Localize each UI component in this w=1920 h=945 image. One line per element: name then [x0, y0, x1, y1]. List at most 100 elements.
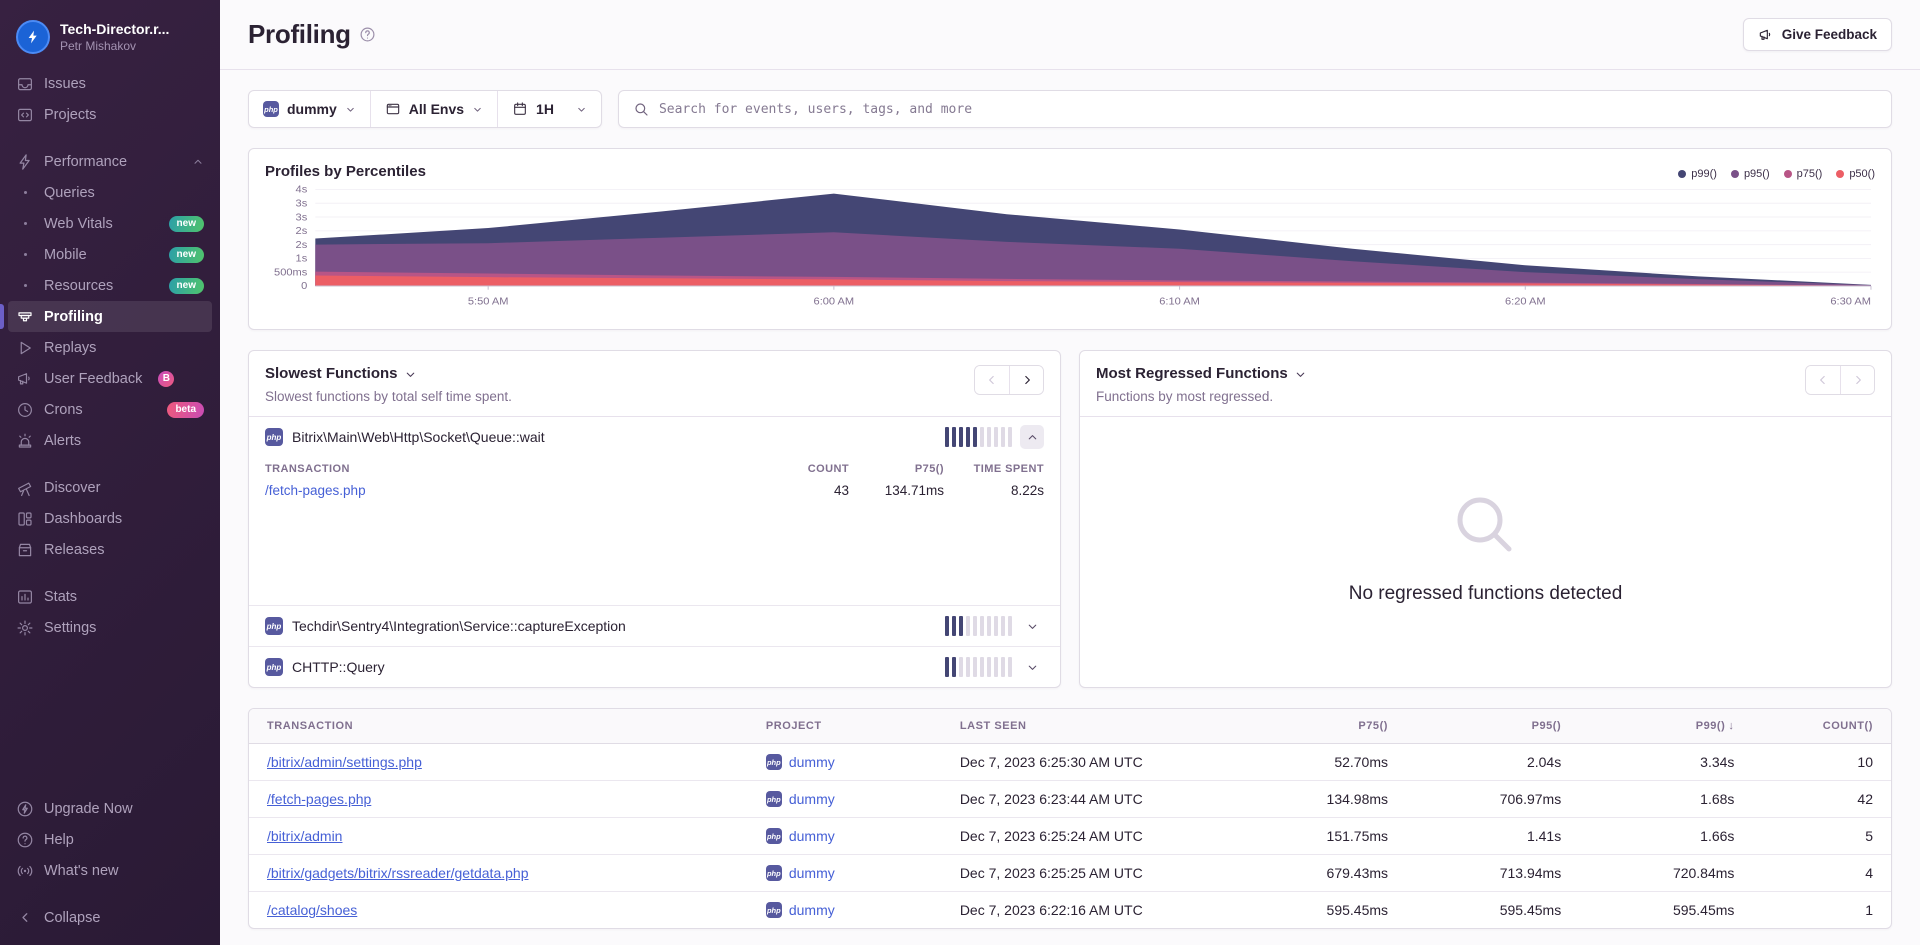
- php-icon: php: [265, 428, 283, 446]
- function-name: CHTTP::Query: [292, 659, 385, 675]
- table-column-p95[interactable]: P95(): [1406, 709, 1579, 743]
- projects-icon: [16, 106, 34, 124]
- sidebar-item-web-vitals[interactable]: Web Vitalsnew: [0, 208, 220, 239]
- project-link[interactable]: dummy: [789, 828, 835, 844]
- sidebar-item-alerts[interactable]: Alerts: [0, 425, 220, 456]
- calendar-icon: [512, 101, 528, 117]
- sidebar-item-upgrade-now[interactable]: Upgrade Now: [0, 793, 220, 824]
- chevron-down-icon: [345, 104, 356, 115]
- p75-value: 151.75ms: [1233, 818, 1406, 854]
- project-filter-dropdown[interactable]: php dummy: [249, 91, 370, 127]
- search-input[interactable]: [659, 102, 1877, 117]
- p95-value: 706.97ms: [1406, 781, 1579, 817]
- sidebar-item-label: Resources: [44, 278, 113, 294]
- legend-item-p75[interactable]: p75(): [1784, 168, 1823, 180]
- transaction-link[interactable]: /bitrix/gadgets/bitrix/rssreader/getdata…: [267, 865, 528, 881]
- sidebar-item-discover[interactable]: Discover: [0, 472, 220, 503]
- detail-col-transaction: TRANSACTION: [265, 463, 779, 475]
- expand-function-button[interactable]: [1020, 655, 1044, 679]
- project-link[interactable]: dummy: [789, 902, 835, 918]
- sidebar-item-label: What's new: [44, 863, 119, 879]
- project-link[interactable]: dummy: [789, 754, 835, 770]
- sidebar-item-crons[interactable]: Cronsbeta: [0, 394, 220, 425]
- window-icon: [385, 101, 401, 117]
- lightning-bolt-icon: [25, 29, 41, 45]
- php-icon: php: [766, 828, 782, 844]
- function-row[interactable]: php Bitrix\Main\Web\Http\Socket\Queue::w…: [249, 417, 1060, 457]
- legend-item-p99[interactable]: p99(): [1678, 168, 1717, 180]
- function-row[interactable]: php Techdir\Sentry4\Integration\Service:…: [249, 606, 1060, 646]
- legend-item-p50[interactable]: p50(): [1836, 168, 1875, 180]
- previous-page-button[interactable]: [975, 366, 1009, 394]
- most-regressed-dropdown[interactable]: Most Regressed Functions: [1096, 365, 1307, 382]
- p95-value: 595.45ms: [1406, 892, 1579, 928]
- table-column-p99[interactable]: P99()↓: [1579, 709, 1752, 743]
- user-name: Petr Mishakov: [60, 39, 169, 53]
- help-icon[interactable]: [359, 26, 376, 43]
- sidebar-item-projects[interactable]: Projects: [0, 99, 220, 130]
- sidebar-item-queries[interactable]: Queries: [0, 177, 220, 208]
- sidebar-item-stats[interactable]: Stats: [0, 581, 220, 612]
- percentiles-area-chart[interactable]: 0500ms1s2s2s3s3s4s5:50 AM6:00 AM6:10 AM6…: [265, 182, 1875, 312]
- table-body: /bitrix/admin/settings.php php dummy Dec …: [249, 744, 1891, 928]
- sidebar-item-settings[interactable]: Settings: [0, 612, 220, 643]
- table-column-transaction[interactable]: TRANSACTION: [249, 709, 748, 743]
- function-sparkline: [945, 427, 1013, 447]
- previous-page-button[interactable]: [1806, 366, 1840, 394]
- sidebar-footer: Upgrade NowHelp What's new Collapse: [0, 793, 220, 933]
- expand-function-button[interactable]: [1020, 614, 1044, 638]
- p99-value: 3.34s: [1579, 744, 1752, 780]
- date-range-filter-dropdown[interactable]: 1H: [497, 91, 601, 127]
- sidebar-item-releases[interactable]: Releases: [0, 534, 220, 565]
- new-badge: new: [169, 216, 204, 232]
- transaction-link[interactable]: /bitrix/admin/settings.php: [267, 754, 422, 770]
- p99-value: 595.45ms: [1579, 892, 1752, 928]
- transaction-link[interactable]: /fetch-pages.php: [265, 483, 779, 498]
- org-switcher[interactable]: Tech-Director.r... Petr Mishakov: [0, 10, 220, 68]
- table-column-project[interactable]: PROJECT: [748, 709, 942, 743]
- sidebar-item-dashboards[interactable]: Dashboards: [0, 503, 220, 534]
- functions-row: Slowest Functions Slowest functions by t…: [248, 350, 1892, 688]
- slowest-functions-dropdown[interactable]: Slowest Functions: [265, 365, 512, 382]
- sidebar-collapse-button[interactable]: Collapse: [0, 902, 220, 933]
- environment-filter-dropdown[interactable]: All Envs: [370, 91, 497, 127]
- sidebar-item-mobile[interactable]: Mobilenew: [0, 239, 220, 270]
- transaction-link[interactable]: /fetch-pages.php: [267, 791, 371, 807]
- give-feedback-button[interactable]: Give Feedback: [1743, 18, 1892, 51]
- function-row[interactable]: php CHTTP::Query: [249, 647, 1060, 687]
- lightning-icon: [16, 153, 34, 171]
- sidebar-item-what-s-new[interactable]: What's new: [0, 855, 220, 886]
- p75-value: 134.71ms: [849, 483, 944, 498]
- legend-item-p95[interactable]: p95(): [1731, 168, 1770, 180]
- bullet-icon: [16, 253, 34, 256]
- sidebar-item-performance[interactable]: Performance: [0, 146, 220, 177]
- transaction-link[interactable]: /catalog/shoes: [267, 902, 357, 918]
- project-link[interactable]: dummy: [789, 791, 835, 807]
- sidebar-item-user-feedback[interactable]: User FeedbackB: [0, 363, 220, 394]
- svg-text:3s: 3s: [296, 212, 308, 224]
- chevron-down-icon: [576, 104, 587, 115]
- table-column-p75[interactable]: P75(): [1233, 709, 1406, 743]
- last-seen-value: Dec 7, 2023 6:22:16 AM UTC: [942, 892, 1233, 928]
- table-header-row: TRANSACTIONPROJECTLAST SEENP75()P95()P99…: [249, 709, 1891, 744]
- sidebar-item-label: Replays: [44, 340, 96, 356]
- detail-col-count: COUNT: [779, 463, 849, 475]
- project-link[interactable]: dummy: [789, 865, 835, 881]
- function-sparkline: [945, 657, 1013, 677]
- sidebar-item-issues[interactable]: Issues: [0, 68, 220, 99]
- collapse-function-button[interactable]: [1020, 425, 1044, 449]
- bullet-icon: [16, 191, 34, 194]
- chevron-down-icon: [404, 368, 417, 381]
- next-page-button[interactable]: [1840, 366, 1874, 394]
- svg-text:4s: 4s: [296, 184, 308, 196]
- table-column-lastseen[interactable]: LAST SEEN: [942, 709, 1233, 743]
- sidebar-item-help[interactable]: Help: [0, 824, 220, 855]
- next-page-button[interactable]: [1009, 366, 1043, 394]
- transaction-link[interactable]: /bitrix/admin: [267, 828, 342, 844]
- table-column-count[interactable]: COUNT(): [1752, 709, 1891, 743]
- sidebar-item-replays[interactable]: Replays: [0, 332, 220, 363]
- sidebar-item-resources[interactable]: Resourcesnew: [0, 270, 220, 301]
- sidebar-item-profiling[interactable]: Profiling: [8, 301, 212, 332]
- beta-badge: beta: [167, 402, 204, 418]
- chevron-left-icon: [18, 910, 33, 925]
